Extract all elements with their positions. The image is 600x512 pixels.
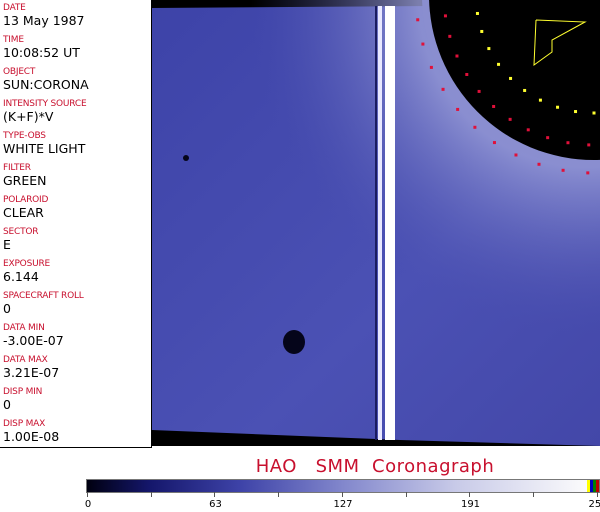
field-label: TIME [3,35,24,45]
field-label: DISP MIN [3,387,43,397]
field-label: DATA MIN [3,323,45,333]
colorbar-tick [214,492,216,497]
image-title: HAO SMM Coronagraph [255,456,495,477]
color-bar-annotation-colors [587,480,599,492]
marker-dot [574,110,578,114]
marker-dot [448,34,452,38]
field-label: DISP MAX [3,419,46,429]
field-label: SPACECRAFT ROLL [3,291,84,301]
field-value: 13 May 1987 [3,13,85,28]
marker-dot [514,153,518,157]
colorbar-tick [87,492,88,497]
marker-dot [586,171,590,175]
marker-dot [475,11,479,15]
field-value: E [3,237,11,252]
marker-dot [538,98,542,102]
field-value: GREEN [3,173,47,188]
marker-dot [465,72,469,76]
marker-dot [487,47,491,51]
marker-dot [509,76,513,80]
colorbar-tick-label: 63 [209,499,222,510]
colorbar-tick [532,492,534,497]
colorbar-tick [596,492,598,497]
marker-dot [492,104,496,108]
colorbar-tick [405,492,407,497]
marker-dot [416,18,420,22]
field-label: POLAROID [3,195,49,205]
colorbar-tick-label: 127 [333,499,353,510]
field-label: FILTER [3,163,31,173]
marker-dot [508,117,512,121]
header-info-panel: DATE 13 May 1987 TIME 10:08:52 UT OBJECT SUN:… [0,0,152,448]
marker-dot [492,141,496,145]
colorbar-tick-label: 0 [84,499,92,510]
field-value: SUN:CORONA [3,77,89,92]
field-label: INTENSITY SOURCE [3,99,87,109]
field-value: 6.144 [3,269,39,284]
dust-spot-small [183,155,189,161]
marker-dot [429,65,433,69]
marker-dot [497,62,501,66]
field-label: TYPE-OBS [3,131,46,141]
marker-dot [480,29,484,33]
marker-dot [441,87,445,91]
colorbar-tick [278,492,280,497]
coronagraph-image [152,0,600,446]
pylon-streak-left [378,6,382,440]
marker-dot [523,88,527,92]
marker-dot [592,111,596,115]
field-label: EXPOSURE [3,259,51,269]
marker-dot [443,14,447,18]
field-value: CLEAR [3,205,44,220]
pylon-streak [385,6,395,440]
field-value: 0 [3,397,11,412]
colorbar-tick-label: 191 [460,499,481,510]
field-label: OBJECT [3,67,36,77]
marker-dot [421,42,425,46]
colorbar-tick-label: 255 [588,499,600,510]
marker-dot [477,89,481,93]
marker-dot [537,162,541,166]
marker-dot [455,54,459,58]
field-value: 3.21E-07 [3,365,60,380]
marker-dot [546,136,550,140]
marker-dot [561,168,565,172]
field-label: SECTOR [3,227,39,237]
field-label: DATA MAX [3,355,48,365]
marker-dot [526,128,530,132]
field-value: -3.00E-07 [3,333,64,348]
field-label: DATE [3,3,26,13]
field-value: 10:08:52 UT [3,45,80,60]
colorbar-tick [469,492,471,497]
field-value: 0 [3,301,11,316]
color-bar [86,479,600,493]
orientation-marker [533,19,587,67]
colorbar-tick [150,492,152,497]
marker-dot [566,141,570,145]
colorbar-tick [341,492,343,497]
dust-spot [283,330,305,354]
marker-dot [456,107,460,111]
marker-dot [587,143,591,147]
grid-markers [416,11,596,175]
marker-dot [473,125,477,129]
field-value: WHITE LIGHT [3,141,86,156]
occulter-disk [429,0,600,160]
field-value: 1.00E-08 [3,429,60,444]
pylon-shadow [375,6,377,440]
marker-dot [556,105,560,109]
field-value: (K+F)*V [3,109,54,124]
